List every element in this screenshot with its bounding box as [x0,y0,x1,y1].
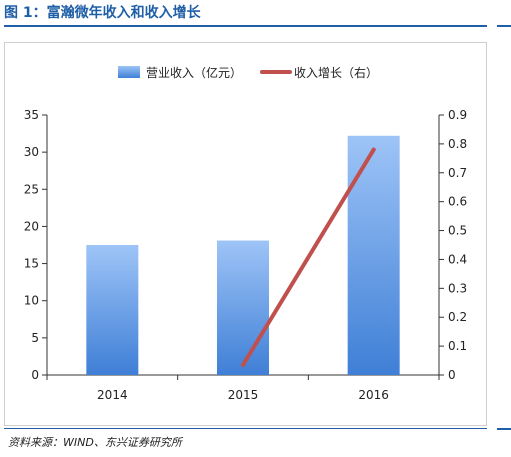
y-tick-label-left: 10 [24,294,39,308]
title-rule [4,25,487,27]
y-tick-label-left: 30 [24,145,39,159]
y-tick-label-right: 0.8 [448,137,467,151]
chart-frame [4,42,487,426]
y-tick-label-left: 5 [31,331,39,345]
x-tick-label: 2015 [228,388,259,402]
y-tick-label-left: 20 [24,219,39,233]
bars [86,135,400,375]
y-tick-label-right: 0.7 [448,166,467,180]
y-tick-label-right: 0.9 [448,108,467,122]
right-edge-mark-bottom [497,428,511,430]
series-line-growth [241,147,376,367]
y-tick-label-left: 35 [24,108,39,122]
y-tick-label-right: 0 [448,368,456,382]
source-note: 资料来源：WIND、东兴证券研究所 [8,436,182,449]
legend: 营业收入（亿元） 收入增长（右） [118,65,378,80]
x-tick-label: 2016 [358,388,389,402]
axes: 0 5 10 15 20 25 30 35 0 0.1 0.2 0.3 0.4 0.5 0.6 0.7 0.8 0… [24,108,467,402]
y-tick-label-right: 0.4 [448,252,467,266]
y-tick-label-right: 0.2 [448,310,467,324]
bar-2016 [347,135,400,375]
line-point-2015 [241,362,245,367]
y-tick-label-left: 15 [24,257,39,271]
y-tick-label-left: 25 [24,182,39,196]
legend-label-revenue: 营业收入（亿元） [146,65,242,80]
y-tick-label-right: 0.5 [448,224,467,238]
bar-2015 [217,240,269,375]
footer-rule [4,428,487,429]
legend-swatch-revenue [118,66,140,78]
y-tick-label-right: 0.6 [448,195,467,209]
legend-label-growth: 收入增长（右） [294,65,378,80]
y-tick-label-right: 0.3 [448,281,467,295]
line-point-2016 [371,147,376,152]
right-edge-mark-top [497,25,511,27]
bar-2014 [86,245,139,375]
y-tick-label-right: 0.1 [448,339,467,353]
y-tick-label-left: 0 [31,368,39,382]
figure-title: 图 1：富瀚微年收入和收入增长 [4,5,201,21]
lines [241,147,376,367]
x-tick-label: 2014 [97,388,128,402]
